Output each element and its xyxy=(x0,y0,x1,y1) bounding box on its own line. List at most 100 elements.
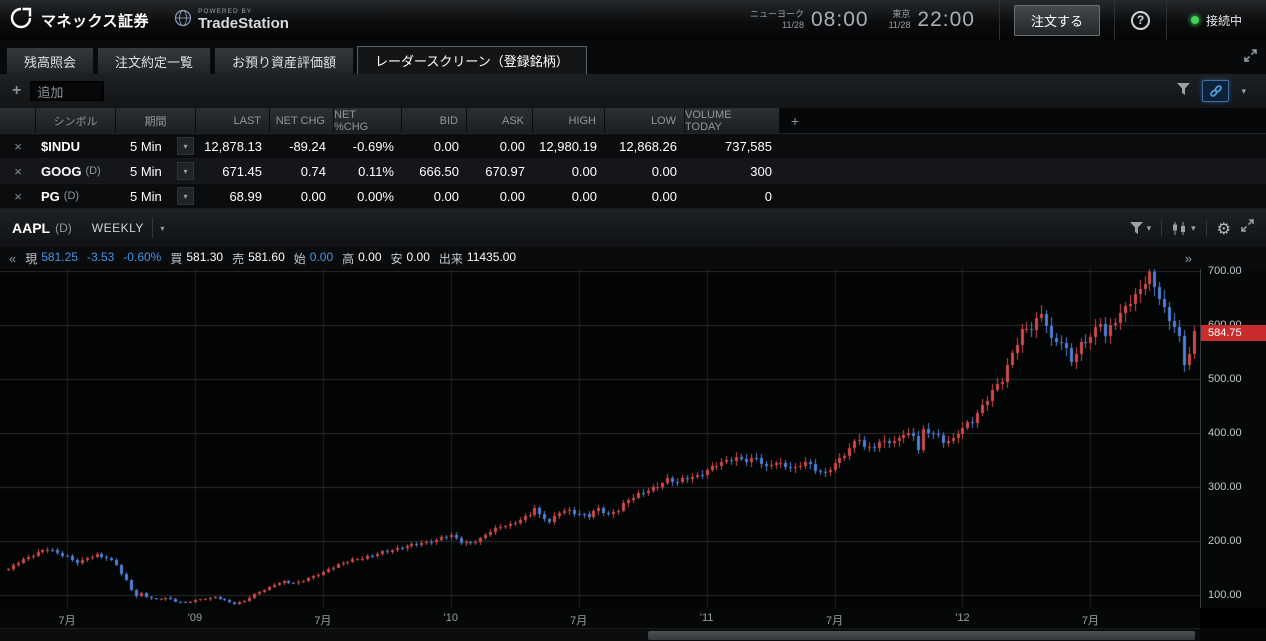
tradestation-globe-icon xyxy=(174,9,192,32)
column-header-volume-today[interactable]: VOLUME TODAY xyxy=(685,108,780,133)
cell-bid: 666.50 xyxy=(402,159,467,183)
time-axis[interactable]: 7月'097月'107月'117月'127月 xyxy=(0,608,1200,628)
time-axis-label: '09 xyxy=(188,612,202,624)
add-column-button[interactable]: + xyxy=(780,108,810,133)
period-cell: 5 Min▾ xyxy=(116,159,196,183)
price-axis-label: 100.00 xyxy=(1208,589,1242,601)
time-axis-label: '11 xyxy=(700,612,714,624)
time-axis-label: 7月 xyxy=(314,612,331,628)
brand-title: マネックス証券 xyxy=(41,10,149,31)
quote-open: 始0.00 xyxy=(294,250,333,267)
cell-last: 68.99 xyxy=(196,184,270,208)
price-axis-label: 200.00 xyxy=(1208,535,1242,547)
time-axis-label: 7月 xyxy=(58,612,75,628)
clock-time-value: 08:00 xyxy=(811,8,869,32)
brand-group: マネックス証券 POWERED BY TradeStation xyxy=(0,7,289,34)
chart-filter-control[interactable]: ▾ xyxy=(1130,222,1152,234)
top-bar-right: ニューヨーク11/2808:00東京11/2822:00 注文する ? 接続中 xyxy=(750,0,1266,40)
column-header-symbol[interactable]: シンボル xyxy=(36,108,116,133)
cell-last: 12,878.13 xyxy=(196,134,270,158)
watchlist-row-INDU[interactable]: ×$INDU5 Min▾12,878.13-89.24-0.69%0.000.0… xyxy=(0,134,1266,159)
column-header-close xyxy=(0,108,36,133)
quote-next-button[interactable]: » xyxy=(1185,252,1192,265)
add-symbol-input[interactable]: 追加 xyxy=(30,81,104,101)
column-header-ask[interactable]: ASK xyxy=(467,108,533,133)
watchlist-row-GOOG[interactable]: ×GOOG(D)5 Min▾671.450.740.11%666.50670.9… xyxy=(0,159,1266,184)
price-axis-label: 700.00 xyxy=(1208,265,1242,277)
price-chart-canvas[interactable] xyxy=(0,269,1200,608)
world-clocks: ニューヨーク11/2808:00東京11/2822:00 xyxy=(750,0,975,40)
price-axis-label: 300.00 xyxy=(1208,481,1242,493)
column-header-period[interactable]: 期間 xyxy=(116,108,196,133)
header-filler xyxy=(810,108,1266,133)
chart-expand-icon[interactable] xyxy=(1241,219,1254,237)
scrollbar-thumb[interactable] xyxy=(648,631,1195,640)
watchlist-row-PG[interactable]: ×PG(D)5 Min▾68.990.000.00%0.000.000.000.… xyxy=(0,184,1266,209)
tab-order-execution-list[interactable]: 注文約定一覧 xyxy=(97,47,211,74)
price-axis-label: 400.00 xyxy=(1208,427,1242,439)
chart-interval[interactable]: WEEKLY xyxy=(92,221,144,235)
time-axis-label: 7月 xyxy=(570,612,587,628)
column-header-last[interactable]: LAST xyxy=(196,108,270,133)
time-axis-label: '10 xyxy=(444,612,458,624)
period-dropdown[interactable]: ▾ xyxy=(177,187,194,205)
cell-net-pct-chg: 0.00% xyxy=(334,184,402,208)
tab-radar-screen[interactable]: レーダースクリーン（登録銘柄） xyxy=(357,46,587,74)
price-axis[interactable]: 700.00600.00500.00400.00300.00200.00100.… xyxy=(1200,269,1266,608)
period-dropdown[interactable]: ▾ xyxy=(177,137,194,155)
cell-ask: 0.00 xyxy=(467,184,533,208)
cell-low: 0.00 xyxy=(605,184,685,208)
chart-scrollbar[interactable] xyxy=(0,628,1200,641)
help-button[interactable]: ? xyxy=(1131,11,1150,30)
remove-symbol-button[interactable]: × xyxy=(0,159,36,183)
cell-volume-today: 737,585 xyxy=(685,134,780,158)
chart-style-control[interactable]: ▾ xyxy=(1172,222,1196,235)
chart-header: AAPL (D) WEEKLY ▾ ▾ ▾ xyxy=(0,209,1266,247)
chain-icon xyxy=(1209,84,1223,98)
remove-symbol-button[interactable]: × xyxy=(0,184,36,208)
quote-high: 高0.00 xyxy=(342,250,381,267)
interval-dropdown-icon[interactable]: ▾ xyxy=(152,218,172,238)
cell-ask: 670.97 xyxy=(467,159,533,183)
cell-ask: 0.00 xyxy=(467,134,533,158)
clock-city-label: 東京 xyxy=(892,9,910,20)
filter-icon[interactable] xyxy=(1177,82,1190,100)
column-header-net-chg[interactable]: NET CHG xyxy=(270,108,334,133)
connection-label: 接続中 xyxy=(1206,12,1242,29)
app-root: マネックス証券 POWERED BY TradeStation ニューヨーク11… xyxy=(0,0,1266,641)
tab-asset-valuation[interactable]: お預り資産評価額 xyxy=(214,47,354,74)
connection-dot-icon xyxy=(1191,16,1199,24)
cell-high: 12,980.19 xyxy=(533,134,605,158)
chart-settings-icon[interactable]: ⚙ xyxy=(1217,219,1231,238)
tabbar-expand-icon[interactable] xyxy=(1244,49,1257,67)
cell-net-chg: 0.74 xyxy=(270,159,334,183)
column-header-high[interactable]: HIGH xyxy=(533,108,605,133)
quote-volume: 出来11435.00 xyxy=(439,250,516,267)
cell-volume-today: 300 xyxy=(685,159,780,183)
cell-last: 671.45 xyxy=(196,159,270,183)
add-icon[interactable]: + xyxy=(12,82,21,100)
cell-bid: 0.00 xyxy=(402,184,467,208)
time-axis-label: 7月 xyxy=(1082,612,1099,628)
quote-prev-button[interactable]: « xyxy=(9,252,16,265)
chart-filter-icon xyxy=(1130,222,1143,234)
link-button[interactable] xyxy=(1202,80,1229,102)
chart-body: 700.00600.00500.00400.00300.00200.00100.… xyxy=(0,269,1266,608)
period-cell: 5 Min▾ xyxy=(116,134,196,158)
top-bar: マネックス証券 POWERED BY TradeStation ニューヨーク11… xyxy=(0,0,1266,40)
quote-ask: 売581.60 xyxy=(232,250,285,267)
toolbar-caret-icon[interactable]: ▾ xyxy=(1241,86,1246,97)
quote-change: -3.53 xyxy=(87,250,114,267)
tab-balance-inquiry[interactable]: 残高照会 xyxy=(6,47,94,74)
remove-symbol-button[interactable]: × xyxy=(0,134,36,158)
column-header-net-pct-chg[interactable]: NET %CHG xyxy=(334,108,402,133)
tab-bar: 残高照会注文約定一覧お預り資産評価額レーダースクリーン（登録銘柄） xyxy=(0,40,1266,74)
cell-high: 0.00 xyxy=(533,184,605,208)
period-dropdown[interactable]: ▾ xyxy=(177,162,194,180)
watchlist-header: シンボル期間LASTNET CHGNET %CHGBIDASKHIGHLOWVO… xyxy=(0,108,1266,134)
column-header-bid[interactable]: BID xyxy=(402,108,467,133)
clock-date-label: 11/28 xyxy=(889,20,911,31)
watchlist-toolbar: + 追加 ▾ xyxy=(0,74,1266,108)
column-header-low[interactable]: LOW xyxy=(605,108,685,133)
order-button[interactable]: 注文する xyxy=(1014,5,1100,36)
